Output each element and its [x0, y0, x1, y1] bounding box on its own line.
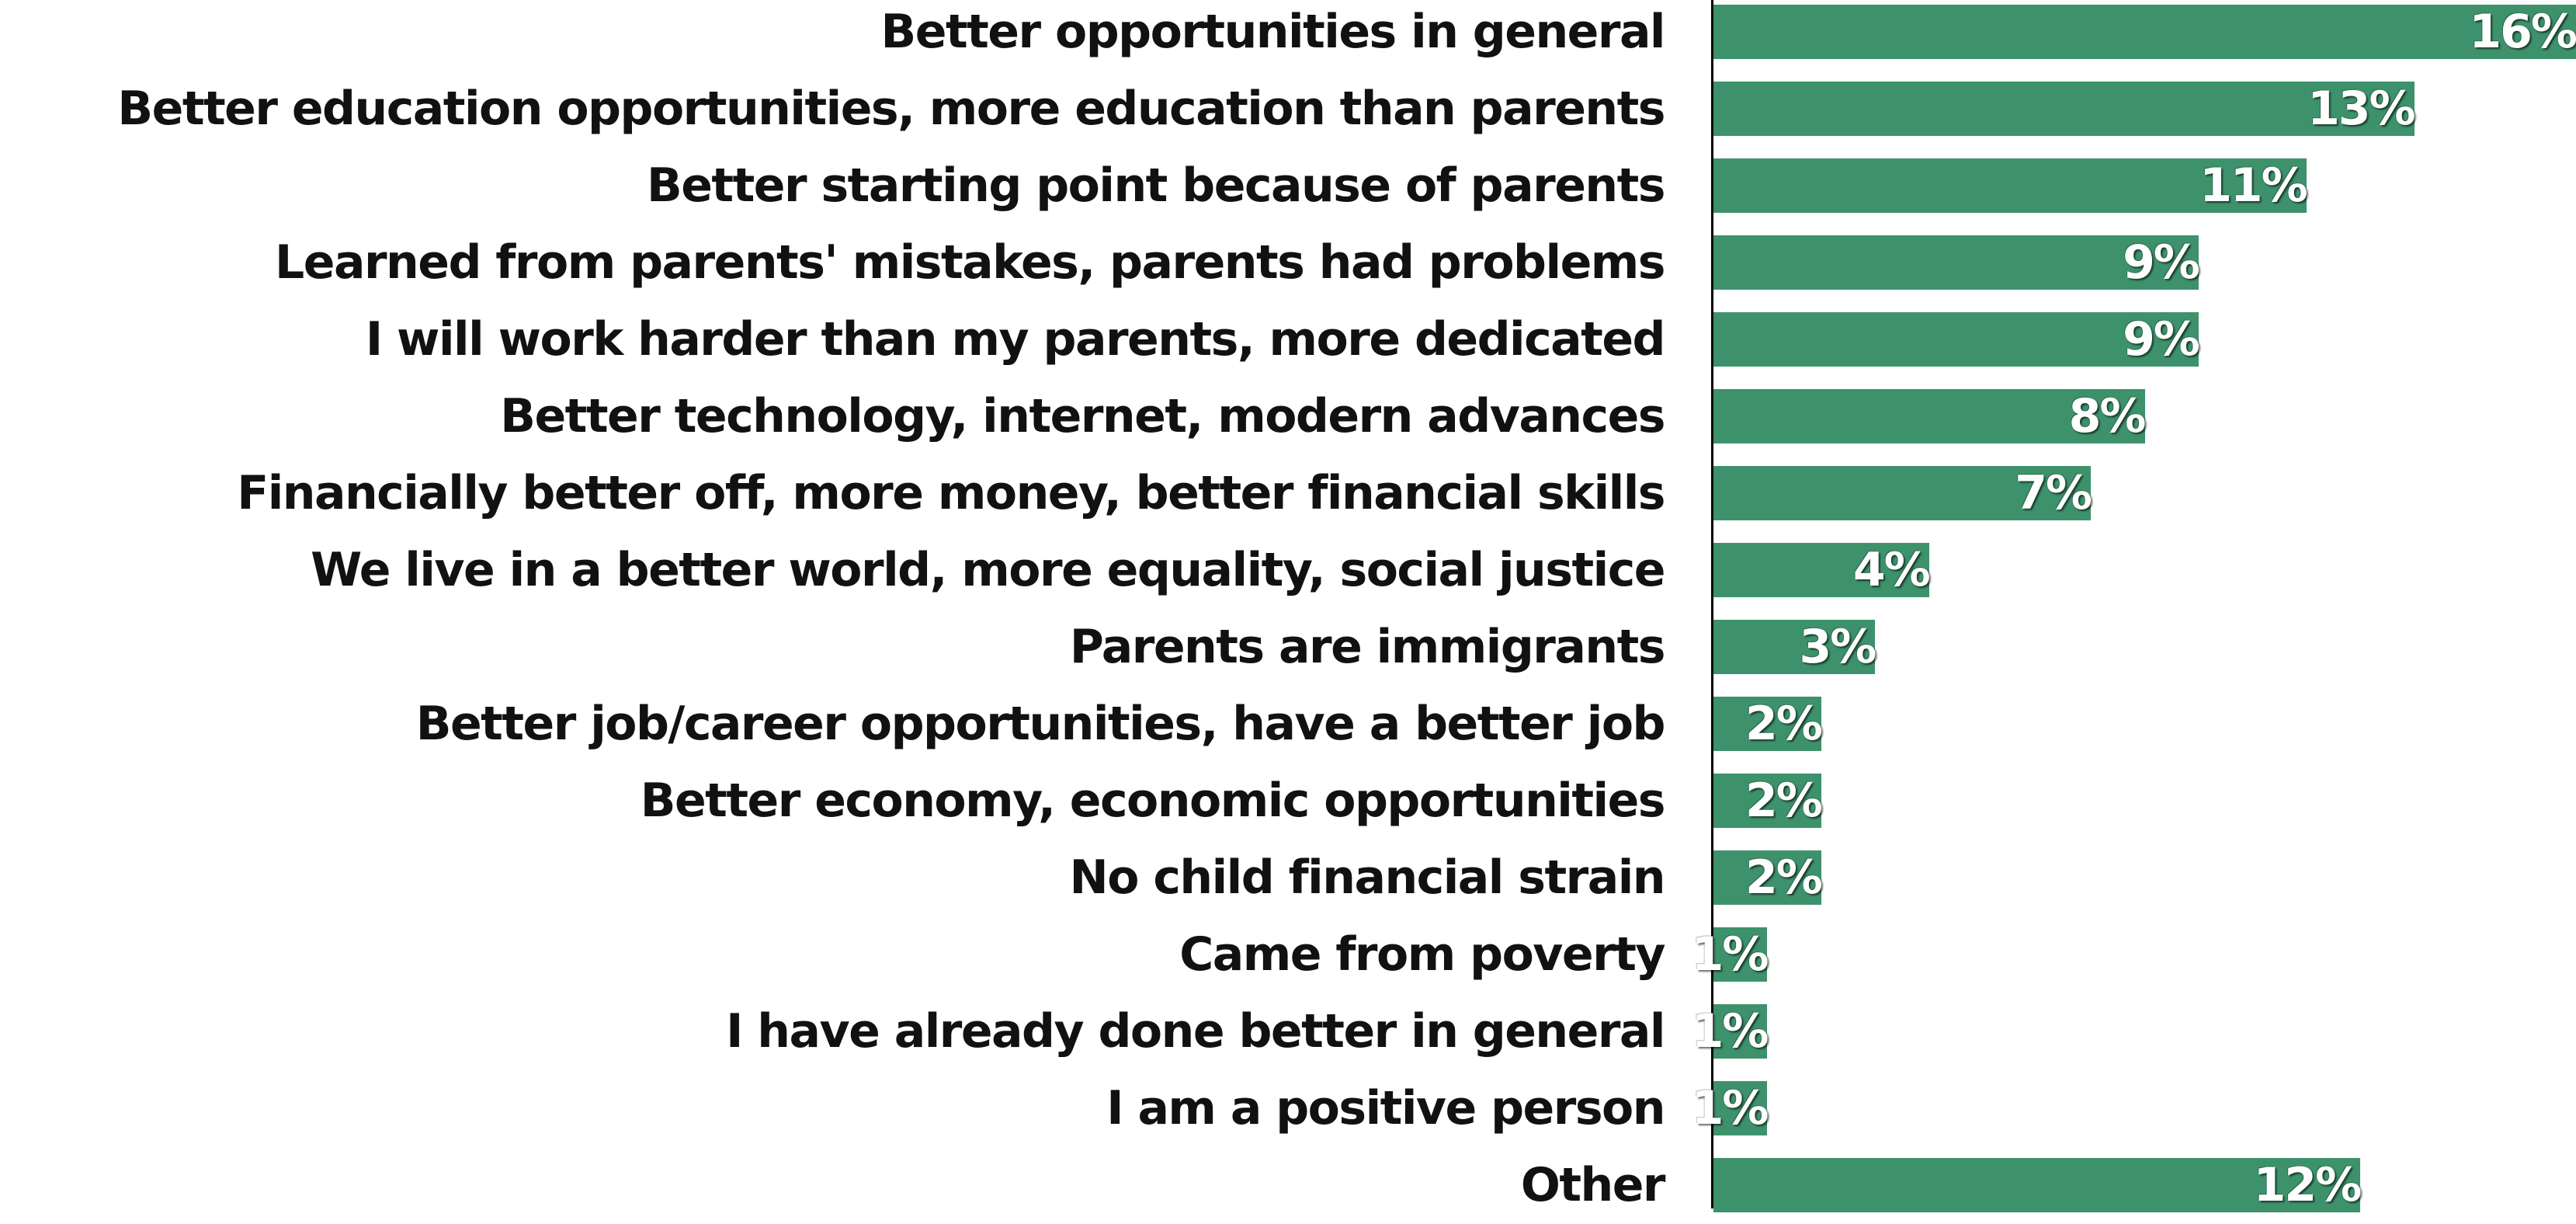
value-label: 1%	[1691, 1004, 1769, 1059]
value-label: 2%	[1745, 697, 1823, 751]
category-label: I am a positive person	[1106, 1081, 1665, 1135]
bar	[1713, 927, 1768, 982]
value-label: 2%	[1745, 850, 1823, 905]
value-label: 8%	[2068, 389, 2147, 443]
bar	[1713, 312, 2199, 367]
category-label: Came from poverty	[1179, 927, 1665, 982]
bar	[1713, 1081, 1768, 1135]
value-label: 7%	[2015, 466, 2092, 520]
value-label: 2%	[1745, 774, 1823, 828]
category-label: I have already done better in general	[726, 1004, 1665, 1059]
bar	[1713, 466, 2092, 520]
category-label: Better education opportunities, more edu…	[117, 82, 1665, 136]
value-label: 1%	[1691, 927, 1769, 982]
category-label: Other	[1520, 1158, 1666, 1212]
category-axis-line	[1711, 0, 1713, 1208]
bar	[1713, 697, 1821, 751]
bar	[1713, 850, 1821, 905]
value-label: 12%	[2253, 1158, 2362, 1212]
category-label: Better opportunities in general	[880, 5, 1666, 59]
value-label: 16%	[2469, 5, 2576, 59]
value-label: 13%	[2307, 82, 2416, 136]
category-label: I will work harder than my parents, more…	[365, 312, 1666, 367]
bar	[1713, 543, 1929, 597]
value-label: 9%	[2123, 235, 2200, 290]
bar	[1713, 158, 2307, 213]
value-label: 1%	[1691, 1081, 1769, 1135]
category-label: Learned from parents' mistakes, parents …	[275, 235, 1665, 290]
category-label: Financially better off, more money, bett…	[237, 466, 1665, 520]
value-label: 11%	[2199, 158, 2308, 213]
value-label: 3%	[1799, 620, 1876, 674]
bar	[1713, 82, 2415, 136]
bar	[1713, 5, 2576, 59]
category-label: Better starting point because of parents	[646, 158, 1666, 213]
bar	[1713, 389, 2145, 443]
category-label: Parents are immigrants	[1069, 620, 1666, 674]
value-label: 9%	[2123, 312, 2200, 367]
bar	[1713, 1158, 2361, 1212]
value-label: 4%	[1852, 543, 1931, 597]
category-label: Better economy, economic opportunities	[640, 774, 1666, 828]
bar	[1713, 1004, 1768, 1059]
bar	[1713, 774, 1821, 828]
category-label: Better job/career opportunities, have a …	[415, 697, 1666, 751]
bar	[1713, 620, 1876, 674]
category-label: Better technology, internet, modern adva…	[500, 389, 1665, 443]
category-label: No child financial strain	[1069, 850, 1666, 905]
category-label: We live in a better world, more equality…	[311, 543, 1665, 597]
bar	[1713, 235, 2199, 290]
